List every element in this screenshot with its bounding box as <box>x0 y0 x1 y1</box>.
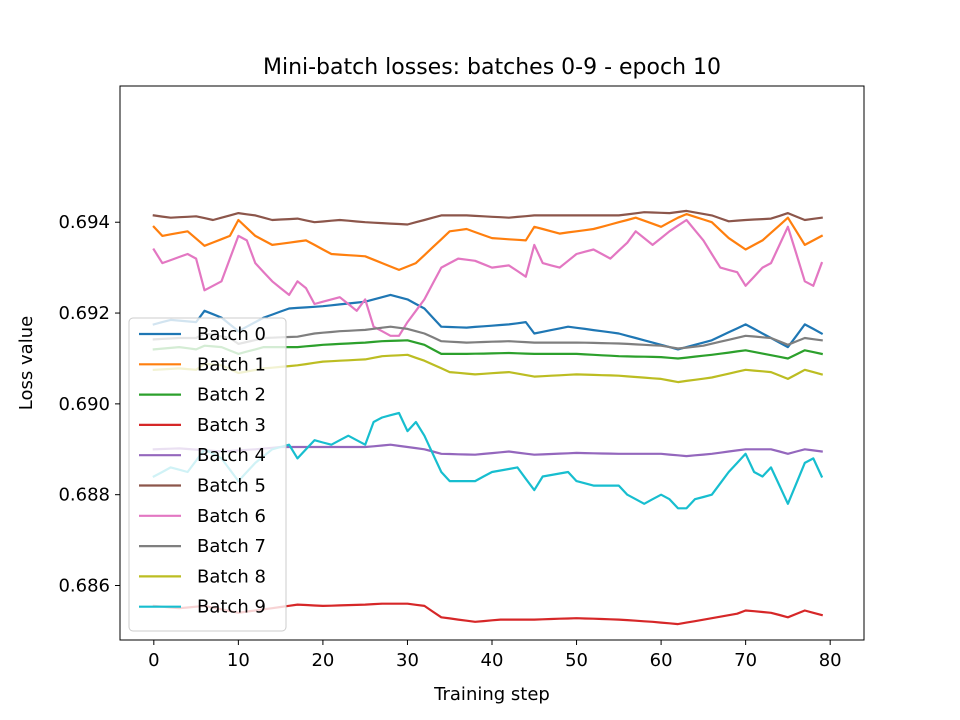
x-tick-label: 60 <box>650 650 673 671</box>
legend-label-batch-8: Batch 8 <box>197 566 266 587</box>
y-tick-label: 0.694 <box>58 212 110 233</box>
legend-label-batch-4: Batch 4 <box>197 445 266 466</box>
x-tick-label: 0 <box>148 650 159 671</box>
x-tick-label: 80 <box>819 650 842 671</box>
x-tick-label: 50 <box>565 650 588 671</box>
series-line-batch-6 <box>152 218 824 337</box>
x-tick-label: 10 <box>227 650 250 671</box>
legend-label-batch-6: Batch 6 <box>197 506 266 527</box>
x-tick-label: 70 <box>734 650 757 671</box>
series-line-batch-1 <box>152 213 824 271</box>
x-tick-label: 30 <box>396 650 419 671</box>
legend-box <box>128 317 287 632</box>
x-axis-ticks: 0 10 20 30 40 50 60 70 80 <box>148 640 842 671</box>
legend-label-batch-7: Batch 7 <box>197 536 266 557</box>
y-tick-label: 0.688 <box>58 485 110 506</box>
legend-label-batch-3: Batch 3 <box>197 415 266 436</box>
x-tick-label: 20 <box>311 650 334 671</box>
x-axis-title: Training step <box>433 684 550 705</box>
legend-label-batch-9: Batch 9 <box>197 597 266 618</box>
series-line-batch-5 <box>152 209 823 226</box>
x-tick-label: 40 <box>481 650 504 671</box>
series-line-batch-0 <box>152 293 824 351</box>
y-tick-label: 0.692 <box>58 303 110 324</box>
y-axis-title: Loss value <box>16 316 37 410</box>
legend: Batch 0 Batch 1 Batch 2 Batch 3 Batch 4 Batch… <box>128 317 287 632</box>
legend-label-batch-2: Batch 2 <box>197 385 266 406</box>
y-tick-label: 0.686 <box>58 576 110 597</box>
legend-label-batch-1: Batch 1 <box>197 354 266 375</box>
legend-label-batch-0: Batch 0 <box>197 324 266 345</box>
y-tick-label: 0.690 <box>58 394 110 415</box>
legend-label-batch-5: Batch 5 <box>197 476 266 497</box>
chart-title: Mini-batch losses: batches 0-9 - epoch 1… <box>263 55 721 80</box>
y-axis-ticks: 0.686 0.688 0.690 0.692 0.694 <box>58 212 120 597</box>
